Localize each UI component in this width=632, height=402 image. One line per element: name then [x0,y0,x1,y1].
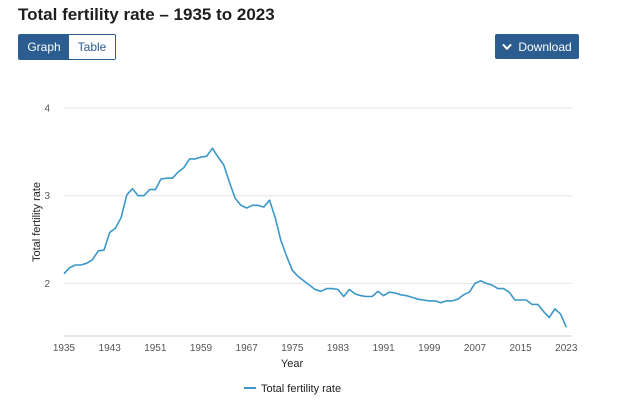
y-tick-label: 2 [44,279,50,290]
x-tick-label: 2023 [555,343,578,354]
series-layer [63,147,568,328]
x-tick-label: 1967 [236,343,259,354]
x-tick-label: 1943 [99,343,122,354]
x-tick-label: 1975 [281,343,304,354]
y-tick-label: 4 [44,104,50,115]
x-axis-title: Year [281,358,304,370]
series-line-total-fertility-rate[interactable] [63,147,568,328]
x-tick-label: 2015 [510,343,533,354]
x-tick-labels: 1935 1943 1951 1959 1967 1975 1983 1991 1999 2007… [53,343,578,354]
chart-title: Total fertility rate – 1935 to 2023 [18,5,275,24]
x-tick-label: 1951 [144,343,167,354]
y-axis-title: Total fertility rate [31,182,43,262]
x-tick-label: 1991 [373,343,396,354]
y-tick-label: 3 [44,191,50,202]
view-toggle: Graph Table [18,34,116,60]
x-tick-label: 2007 [464,343,487,354]
tab-graph[interactable]: Graph [19,35,69,59]
legend[interactable]: Total fertility rate [244,383,341,395]
tab-table[interactable]: Table [69,35,115,59]
x-tick-label: 1935 [53,343,76,354]
x-tick-label: 1959 [190,343,213,354]
download-button[interactable]: Download [495,34,579,59]
download-label: Download [518,39,572,54]
legend-label: Total fertility rate [261,383,341,395]
x-tick-label: 1983 [327,343,350,354]
y-tick-labels: 2 3 4 [44,104,50,290]
x-tick-label: 1999 [418,343,441,354]
chevron-down-icon [502,42,512,52]
